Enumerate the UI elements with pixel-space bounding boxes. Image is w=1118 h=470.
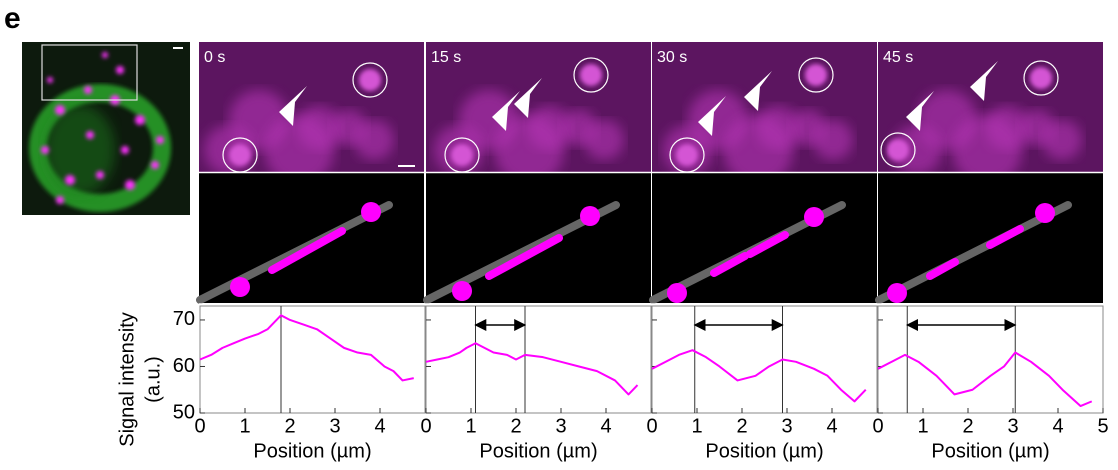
spot bbox=[229, 144, 251, 166]
signal-blob bbox=[354, 120, 394, 160]
signal-blob bbox=[723, 115, 793, 185]
plot-frame bbox=[199, 305, 426, 414]
y-tick-label: 50 bbox=[173, 401, 195, 423]
track bbox=[875, 201, 1072, 304]
spot bbox=[580, 64, 602, 86]
x-tick-label: 4 bbox=[374, 415, 385, 437]
frame: 30 s bbox=[649, 42, 877, 304]
arrowhead bbox=[970, 61, 998, 101]
arrowhead bbox=[279, 86, 307, 126]
x-tick-label: 2 bbox=[510, 415, 521, 437]
cluster bbox=[926, 258, 959, 280]
x-tick-label: 0 bbox=[420, 415, 431, 437]
time-label: 45 s bbox=[883, 49, 913, 66]
plot-frame bbox=[651, 305, 878, 414]
endpoint bbox=[230, 277, 250, 297]
cluster bbox=[268, 227, 346, 274]
x-tick-label: 2 bbox=[736, 415, 747, 437]
cluster bbox=[485, 234, 563, 280]
spot bbox=[676, 144, 698, 166]
arrowhead bbox=[744, 71, 772, 111]
endpoint bbox=[667, 283, 687, 303]
arrowhead bbox=[492, 91, 520, 131]
spot bbox=[805, 64, 827, 86]
plot-frame bbox=[425, 305, 652, 414]
arrowhead bbox=[906, 91, 934, 131]
endpoint bbox=[580, 206, 600, 226]
x-tick-label: 1 bbox=[239, 415, 250, 437]
frame: 0 s bbox=[196, 42, 424, 304]
x-axis-label: Position (µm) bbox=[931, 440, 1049, 462]
time-label: 15 s bbox=[431, 49, 461, 66]
cell-image bbox=[22, 42, 190, 215]
arrowhead bbox=[698, 96, 726, 136]
spot-circle bbox=[1023, 60, 1059, 96]
signal-blob bbox=[584, 120, 624, 160]
arrowhead bbox=[514, 78, 542, 118]
cluster bbox=[710, 252, 749, 277]
x-axis-label: Position (µm) bbox=[253, 440, 371, 462]
signal-blob bbox=[494, 115, 564, 185]
spot-circle bbox=[573, 57, 609, 93]
signal-blob bbox=[264, 115, 334, 185]
x-tick-label: 4 bbox=[600, 415, 611, 437]
y-tick-label: 60 bbox=[173, 355, 195, 377]
panel-label: e bbox=[4, 2, 21, 35]
x-tick-label: 1 bbox=[917, 415, 928, 437]
spot-circle bbox=[880, 132, 916, 168]
x-axis-label: Position (µm) bbox=[705, 440, 823, 462]
cluster bbox=[986, 225, 1024, 249]
x-tick-label: 4 bbox=[1052, 415, 1063, 437]
time-label: 0 s bbox=[204, 49, 225, 66]
x-axis-label: Position (µm) bbox=[479, 440, 597, 462]
x-tick-label: 2 bbox=[962, 415, 973, 437]
endpoint bbox=[887, 283, 907, 303]
x-tick-label: 5 bbox=[1097, 415, 1108, 437]
x-tick-label: 3 bbox=[555, 415, 566, 437]
signal-blob bbox=[1042, 120, 1082, 160]
endpoint bbox=[361, 202, 381, 222]
intensity-line bbox=[425, 342, 639, 396]
x-tick-label: 0 bbox=[646, 415, 657, 437]
y-axis-label: (a.u.) bbox=[142, 356, 164, 403]
x-tick-label: 3 bbox=[329, 415, 340, 437]
x-tick-label: 4 bbox=[826, 415, 837, 437]
spot bbox=[1030, 67, 1052, 89]
frame: 15 s bbox=[423, 42, 651, 304]
signal-blob bbox=[892, 125, 942, 175]
x-tick-label: 0 bbox=[872, 415, 883, 437]
y-tick-label: 70 bbox=[173, 308, 195, 330]
endpoint bbox=[452, 281, 472, 301]
cluster bbox=[746, 231, 789, 258]
frame: 45 s bbox=[875, 42, 1103, 304]
x-tick-label: 1 bbox=[691, 415, 702, 437]
time-label: 30 s bbox=[657, 49, 687, 66]
x-tick-label: 2 bbox=[284, 415, 295, 437]
intensity-line bbox=[651, 349, 867, 403]
signal-blob bbox=[952, 115, 1022, 185]
x-tick-label: 0 bbox=[194, 415, 205, 437]
spot-circle bbox=[352, 62, 388, 98]
spot bbox=[887, 139, 909, 161]
line-chart: 0 1 2 3 4 5 Position (µm) bbox=[872, 305, 1109, 462]
spot bbox=[359, 69, 381, 91]
intensity-line bbox=[877, 351, 1093, 408]
x-tick-label: 3 bbox=[1007, 415, 1018, 437]
x-tick-label: 1 bbox=[465, 415, 476, 437]
y-axis-label: Signal intensity bbox=[116, 312, 138, 447]
signal-blob bbox=[813, 120, 853, 160]
x-tick-label: 3 bbox=[781, 415, 792, 437]
endpoint bbox=[1035, 203, 1055, 223]
intensity-line bbox=[199, 314, 414, 382]
spot-circle bbox=[798, 57, 834, 93]
endpoint bbox=[804, 207, 824, 227]
spot bbox=[451, 144, 473, 166]
